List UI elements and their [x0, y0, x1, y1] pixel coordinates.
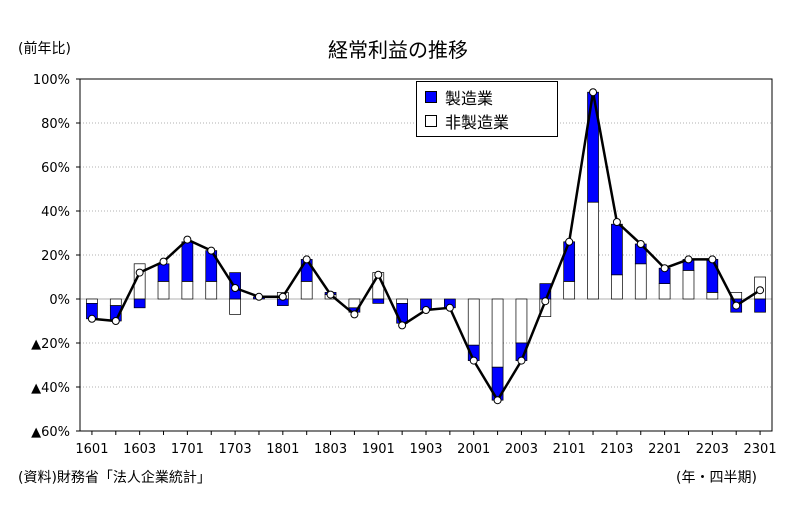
total-point [231, 284, 240, 292]
x-tick-label: 2201 [648, 442, 681, 457]
total-point [87, 314, 96, 323]
x-tick-label: 1801 [266, 442, 299, 457]
total-point [684, 255, 693, 264]
total-point [135, 268, 144, 277]
total-point [302, 255, 311, 264]
total-point [732, 301, 741, 310]
x-tick-label: 1603 [123, 442, 156, 457]
x-tick-label: 1903 [409, 442, 442, 457]
bar-non-manufacturing [300, 281, 313, 300]
bar-non-manufacturing [86, 298, 98, 304]
total-point [565, 237, 574, 246]
total-point [541, 297, 550, 306]
bar-manufacturing [372, 298, 385, 304]
total-point [350, 310, 359, 319]
bar-non-manufacturing [515, 298, 528, 344]
bar-non-manufacturing [467, 298, 480, 346]
y-tick-label: 60% [41, 161, 70, 176]
bar-non-manufacturing [587, 201, 599, 300]
legend-item-non-manufacturing: 非製造業 [425, 109, 509, 133]
source-note: (資料)財務省「法人企業統計」 [18, 470, 211, 486]
bar-non-manufacturing [634, 263, 647, 300]
total-point [111, 317, 120, 325]
total-point [493, 396, 502, 405]
y-axis-unit-label: (前年比) [18, 41, 71, 57]
x-tick-label: 1601 [75, 442, 108, 457]
total-point [207, 246, 216, 255]
legend-swatch-manufacturing [425, 91, 437, 103]
total-point [612, 218, 621, 226]
bar-non-manufacturing [682, 270, 695, 300]
y-tick-label: ▲40% [31, 381, 70, 396]
legend-label-non-manufacturing: 非製造業 [445, 113, 510, 132]
total-point [278, 292, 287, 301]
bar-manufacturing [754, 298, 766, 313]
bar-manufacturing [133, 298, 146, 309]
x-tick-label: 1901 [362, 442, 395, 457]
x-axis-unit-label: (年・四半期) [676, 470, 757, 486]
bar-non-manufacturing [157, 281, 170, 300]
x-tick-label: 2301 [744, 442, 777, 457]
total-point [422, 306, 430, 314]
total-point [517, 356, 526, 365]
y-tick-label: 80% [41, 117, 70, 132]
total-point [254, 292, 263, 301]
y-tick-label: ▲20% [31, 337, 70, 352]
total-point [708, 255, 717, 264]
bar-non-manufacturing [229, 298, 241, 315]
total-point [660, 264, 669, 273]
bar-non-manufacturing [396, 298, 408, 304]
x-tick-label: 1703 [219, 442, 252, 457]
total-point [589, 88, 598, 97]
legend-item-manufacturing: 製造業 [425, 85, 493, 109]
bars [86, 91, 766, 401]
bar-non-manufacturing [611, 274, 623, 300]
axes: 100% 80% 60% 40% 20% 0% ▲20% ▲40% ▲60% 1601 1603 17… [31, 73, 777, 457]
bar-non-manufacturing [706, 292, 719, 300]
bar-non-manufacturing [181, 281, 194, 300]
total-point [445, 303, 454, 312]
total-point [398, 321, 407, 330]
total-point [469, 356, 478, 365]
bar-non-manufacturing [109, 298, 122, 306]
bar-manufacturing [396, 303, 408, 324]
bar-manufacturing [157, 263, 170, 282]
total-point [326, 290, 335, 299]
legend-label-manufacturing: 製造業 [445, 89, 494, 108]
total-point [159, 257, 168, 266]
x-tick-label: 2103 [600, 442, 633, 457]
y-tick-label: 0% [49, 293, 70, 308]
bar-manufacturing [181, 241, 194, 282]
x-tick-label: 1803 [314, 442, 347, 457]
x-tick-label: 2003 [505, 442, 538, 457]
x-tick-label: 2203 [696, 442, 729, 457]
total-point [374, 270, 383, 279]
x-tick-label: 2001 [457, 442, 490, 457]
x-tick-label: 2101 [553, 442, 586, 457]
total-point [183, 235, 192, 244]
legend: 製造業 非製造業 [416, 81, 558, 137]
bar-manufacturing [611, 223, 623, 276]
y-tick-label: 100% [33, 73, 70, 88]
y-tick-label: 40% [41, 205, 70, 220]
bar-non-manufacturing [658, 283, 671, 300]
y-tick-label: ▲60% [31, 425, 70, 440]
bar-non-manufacturing [491, 298, 504, 368]
total-point [636, 240, 645, 248]
bar-non-manufacturing [205, 281, 218, 300]
total-point [756, 286, 765, 295]
bar-non-manufacturing [563, 281, 576, 300]
gridlines [80, 122, 772, 388]
chart-title: 経常利益の推移 [328, 38, 468, 62]
x-tick-label: 1701 [171, 442, 204, 457]
bar-manufacturing [563, 241, 576, 282]
y-tick-label: 20% [41, 249, 70, 264]
total-line [87, 88, 765, 405]
legend-swatch-non-manufacturing [425, 115, 437, 127]
